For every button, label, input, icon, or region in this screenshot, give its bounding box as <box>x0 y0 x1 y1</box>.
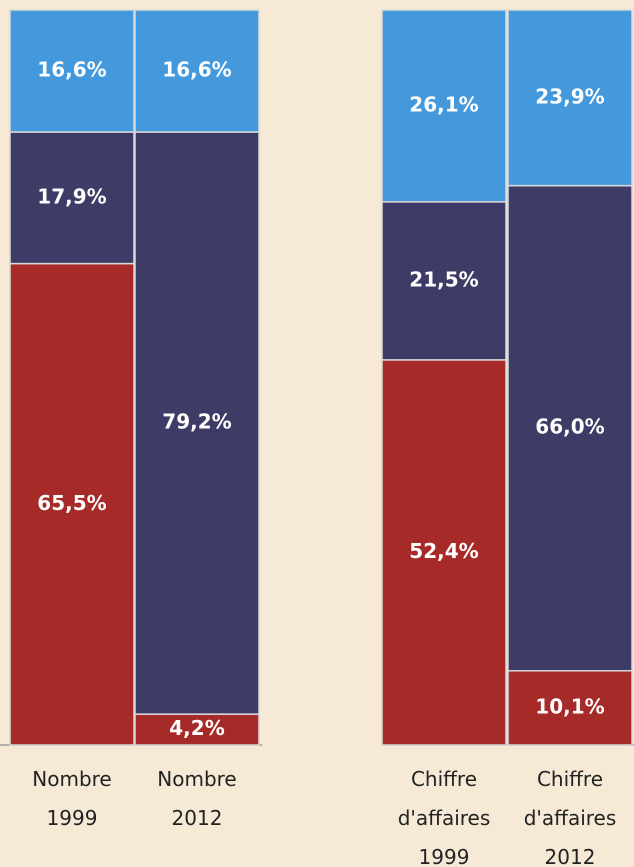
data-label-1-2: 16,6% <box>162 58 231 82</box>
bar-segment-0-0 <box>9 262 135 746</box>
x-tick-label-3-0: Chiffre <box>537 767 603 791</box>
bar-segment-2-1 <box>381 201 507 361</box>
bar-segment-1-1 <box>134 131 260 715</box>
x-tick-label-2-0: Chiffre <box>411 767 477 791</box>
data-label-1-1: 79,2% <box>162 410 231 434</box>
data-label-3-1: 66,0% <box>535 415 604 439</box>
x-tick-label-1-0: Nombre <box>157 767 236 791</box>
bar-segment-2-2 <box>381 9 507 203</box>
data-label-0-2: 16,6% <box>37 58 106 82</box>
data-label-2-0: 52,4% <box>409 539 478 563</box>
data-label-3-0: 10,1% <box>535 694 604 718</box>
bar-segment-2-0 <box>381 359 507 746</box>
x-tick-label-1-1: 2012 <box>172 806 223 830</box>
x-tick-label-3-1: d'affaires <box>524 806 617 830</box>
data-label-2-2: 26,1% <box>409 92 478 116</box>
data-label-0-0: 65,5% <box>37 491 106 515</box>
data-label-3-2: 23,9% <box>535 84 604 108</box>
x-tick-label-2-1: d'affaires <box>398 806 491 830</box>
x-tick-label-2-2: 1999 <box>419 845 470 867</box>
bar-segment-0-2 <box>9 9 135 133</box>
data-label-0-1: 17,9% <box>37 184 106 208</box>
x-tick-label-0-1: 1999 <box>47 806 98 830</box>
x-tick-label-3-2: 2012 <box>545 845 596 867</box>
bar-segment-3-2 <box>507 9 633 187</box>
data-label-1-0: 4,2% <box>169 716 224 740</box>
bar-segment-1-2 <box>134 9 260 133</box>
bar-segment-3-1 <box>507 184 633 672</box>
x-tick-label-0-0: Nombre <box>32 767 111 791</box>
data-label-2-1: 21,5% <box>409 267 478 291</box>
bar-segment-1-0 <box>134 713 260 746</box>
